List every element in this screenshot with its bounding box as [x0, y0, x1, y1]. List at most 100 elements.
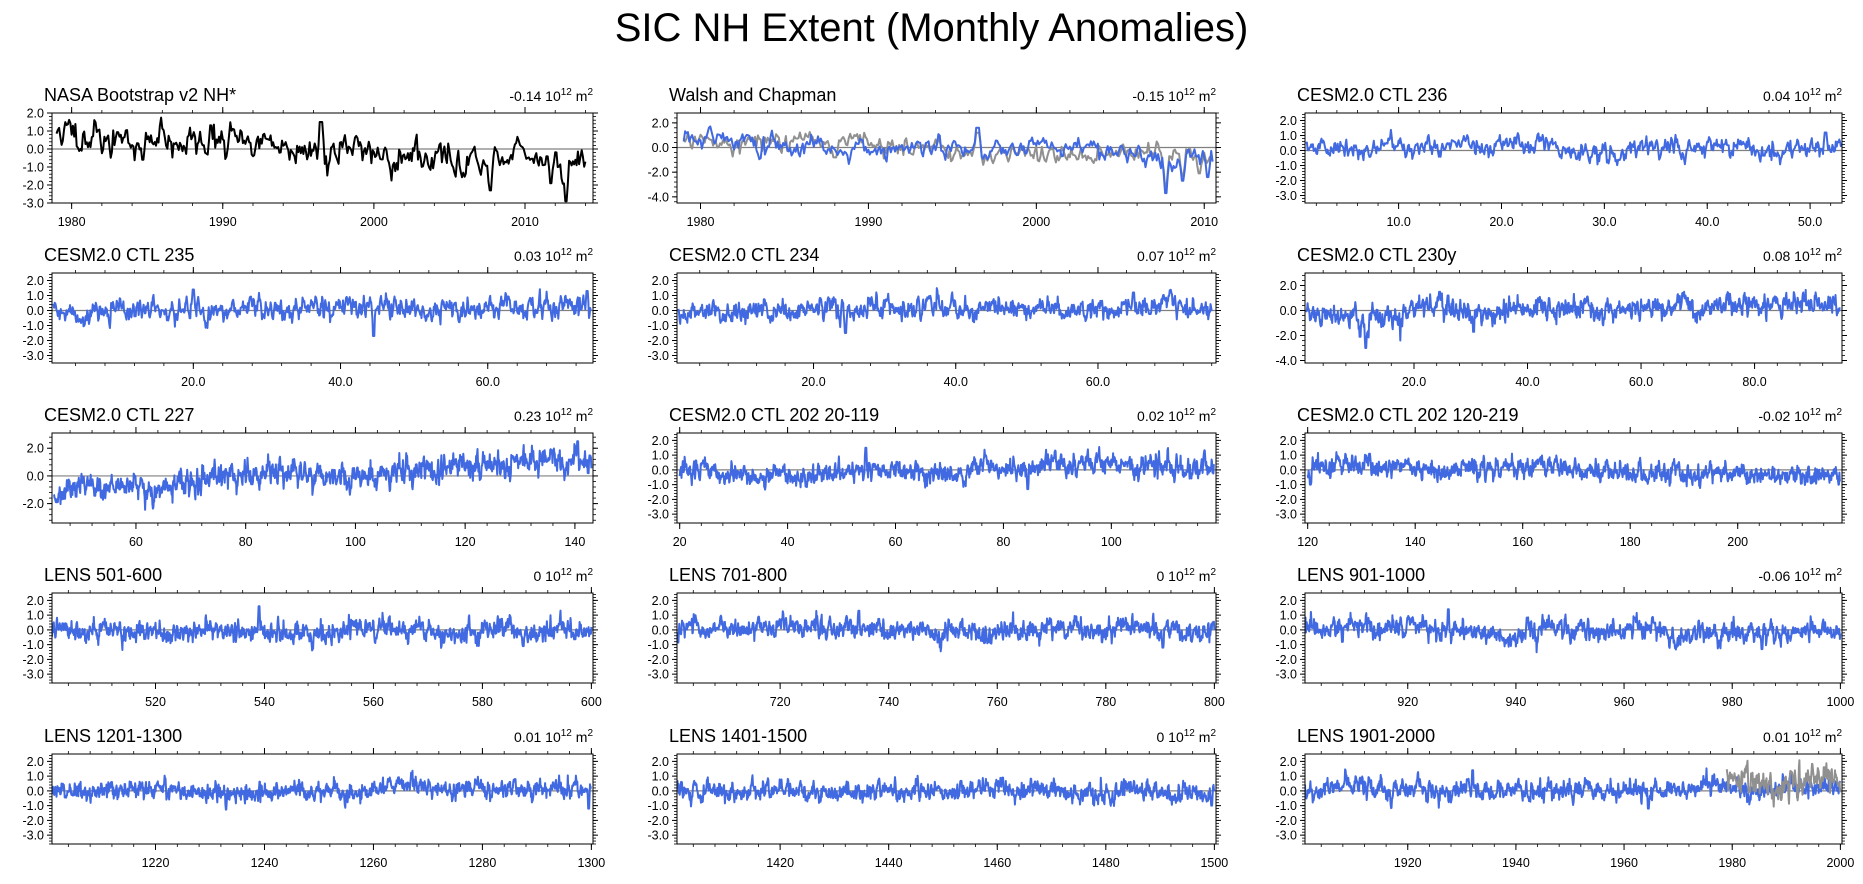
- plot-frame: [51, 432, 594, 524]
- y-tick-label: 0.0: [652, 784, 669, 798]
- x-tick-label: 520: [145, 695, 166, 709]
- series-line: [677, 287, 1213, 334]
- plot-frame: [51, 272, 594, 364]
- series-line: [52, 288, 592, 337]
- x-tick-label: 780: [1095, 695, 1116, 709]
- x-tick-label: 30.0: [1592, 215, 1616, 229]
- y-tick-label: -3.0: [22, 197, 44, 211]
- y-tick-label: 0.0: [1280, 463, 1297, 477]
- y-tick-label: 0.0: [27, 623, 44, 637]
- series-line: [52, 605, 593, 652]
- panel-title: CESM2.0 CTL 202 20-119: [669, 405, 879, 425]
- y-tick-label: -2.0: [1275, 814, 1297, 828]
- y-tick-label: 1.0: [652, 770, 669, 784]
- x-tick-label: 60.0: [1629, 375, 1653, 389]
- series-line: [1305, 288, 1841, 349]
- y-tick-label: -2.0: [22, 179, 44, 193]
- y-tick-label: 0.0: [27, 469, 44, 483]
- y-tick-label: 0.0: [1280, 784, 1297, 798]
- x-tick-label: 2000: [1826, 856, 1854, 870]
- plot-frame: [1304, 592, 1843, 684]
- x-tick-label: 1980: [1718, 856, 1746, 870]
- y-tick-label: 2.0: [652, 755, 669, 769]
- x-tick-label: 60.0: [476, 375, 500, 389]
- y-tick-label: -2.0: [1275, 653, 1297, 667]
- y-tick-label: 2.0: [1280, 114, 1297, 128]
- x-tick-label: 80: [996, 535, 1010, 549]
- y-tick-label: -1.0: [1275, 638, 1297, 652]
- chart-panel: -2.0 0.0 2.0 60 80 100 120 140 CESM2.0 CTL 227 0.…: [22, 405, 598, 549]
- panel-title: LENS 1201-1300: [44, 726, 182, 746]
- x-tick-label: 60.0: [1086, 375, 1110, 389]
- panel-trend: -0.02 1012 m2: [1758, 407, 1842, 424]
- x-tick-label: 120: [1297, 535, 1318, 549]
- panel-trend: -0.14 1012 m2: [509, 87, 593, 104]
- chart-panel: -3.0-2.0-1.00.01.02.0 720 740 760 780 800 LENS…: [647, 565, 1224, 709]
- panel-trend: 0.04 1012 m2: [1763, 87, 1842, 104]
- x-tick-label: 100: [1101, 535, 1122, 549]
- chart-panel: -3.0-2.0-1.00.01.02.0 920 940 960 980 1000 LEN…: [1275, 565, 1854, 709]
- x-tick-label: 60: [889, 535, 903, 549]
- chart-panel: -4.0 -2.0 0.0 2.0 1980 1990 2000 2010 Walsh and …: [647, 85, 1221, 229]
- plot-frame: [1304, 432, 1843, 524]
- x-tick-label: 140: [1405, 535, 1426, 549]
- y-tick-label: -3.0: [647, 349, 669, 363]
- y-tick-label: 2.0: [27, 755, 44, 769]
- series-line: [1305, 608, 1842, 654]
- panel-title: Walsh and Chapman: [669, 85, 836, 105]
- x-tick-label: 920: [1397, 695, 1418, 709]
- y-tick-label: -1.0: [647, 319, 669, 333]
- series-line: [55, 116, 587, 203]
- y-tick-label: -1.0: [647, 799, 669, 813]
- panel-title: CESM2.0 CTL 235: [44, 245, 194, 265]
- x-tick-label: 1990: [855, 215, 883, 229]
- y-tick-label: 0.0: [652, 463, 669, 477]
- y-tick-label: 1.0: [27, 289, 44, 303]
- series-line: [1305, 767, 1842, 810]
- plot-frame: [51, 592, 594, 684]
- y-tick-label: -2.0: [22, 653, 44, 667]
- x-tick-label: 20.0: [1489, 215, 1513, 229]
- panel-title: LENS 1401-1500: [669, 726, 807, 746]
- y-tick-label: -1.0: [1275, 159, 1297, 173]
- x-tick-label: 1460: [983, 856, 1011, 870]
- x-tick-label: 100: [345, 535, 366, 549]
- x-tick-label: 580: [472, 695, 493, 709]
- x-tick-label: 540: [254, 695, 275, 709]
- panel-trend: 0 1012 m2: [1157, 728, 1217, 745]
- y-tick-label: 2.0: [1280, 434, 1297, 448]
- y-tick-label: 2.0: [1280, 279, 1297, 293]
- y-tick-label: -3.0: [22, 668, 44, 682]
- y-tick-label: 2.0: [652, 594, 669, 608]
- series-line: [52, 769, 592, 811]
- panel-title: CESM2.0 CTL 234: [669, 245, 819, 265]
- y-tick-label: -2.0: [647, 653, 669, 667]
- x-tick-label: 980: [1722, 695, 1743, 709]
- y-tick-label: -2.0: [1275, 174, 1297, 188]
- panel-trend: 0.08 1012 m2: [1763, 247, 1842, 264]
- x-tick-label: 160: [1512, 535, 1533, 549]
- y-tick-label: 1.0: [1280, 449, 1297, 463]
- x-tick-label: 40.0: [944, 375, 968, 389]
- series-line: [677, 774, 1216, 808]
- y-tick-label: -1.0: [22, 638, 44, 652]
- plot-frame: [51, 112, 594, 204]
- y-tick-label: -3.0: [1275, 668, 1297, 682]
- chart-panel: -3.0-2.0-1.00.01.02.0 520 540 560 580 600 LENS…: [22, 565, 601, 709]
- x-tick-label: 2000: [360, 215, 388, 229]
- x-tick-label: 2010: [1190, 215, 1218, 229]
- x-tick-label: 1940: [1502, 856, 1530, 870]
- y-tick-label: 1.0: [27, 609, 44, 623]
- x-tick-label: 120: [455, 535, 476, 549]
- panel-trend: 0.01 1012 m2: [1763, 728, 1842, 745]
- y-tick-label: 0.0: [27, 143, 44, 157]
- x-tick-label: 940: [1505, 695, 1526, 709]
- y-tick-label: 1.0: [652, 609, 669, 623]
- y-tick-label: 1.0: [652, 449, 669, 463]
- series-line: [677, 609, 1216, 653]
- y-tick-label: 0.0: [652, 304, 669, 318]
- panel-title: NASA Bootstrap v2 NH*: [44, 85, 236, 105]
- y-tick-label: 0.0: [652, 141, 669, 155]
- panel-title: LENS 501-600: [44, 565, 162, 585]
- panel-title: LENS 1901-2000: [1297, 726, 1435, 746]
